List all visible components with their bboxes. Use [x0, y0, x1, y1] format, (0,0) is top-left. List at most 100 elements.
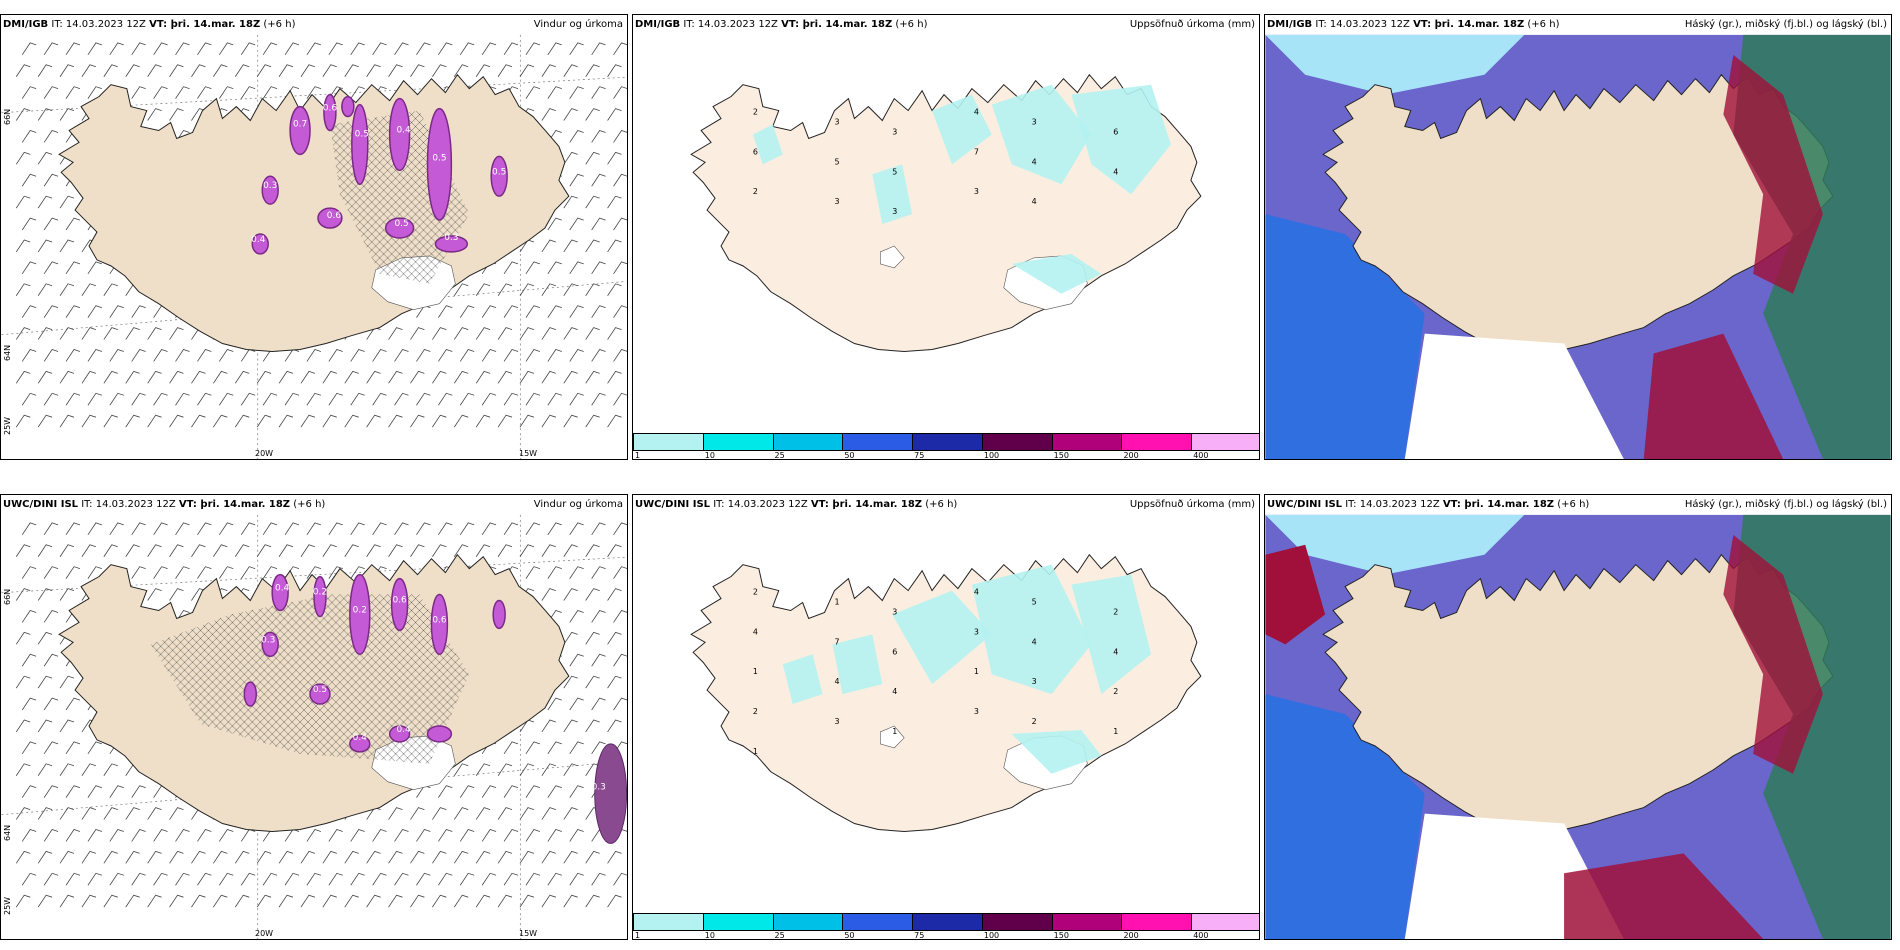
- wind-barb: [438, 349, 453, 362]
- map-canvas: 0.7 0.6 0.5 0.4 0.5 0.3 0.6 0.5 0.3 0.4 0.5: [1, 34, 627, 459]
- precip-area: [892, 590, 992, 685]
- precip-amount-label: 4: [753, 627, 758, 636]
- precip-area: [752, 124, 783, 165]
- wind-barb: [169, 108, 184, 121]
- wind-barb: [591, 872, 606, 886]
- wind-barb: [525, 261, 541, 275]
- wind-barb: [234, 64, 250, 77]
- wind-barb: [366, 544, 381, 557]
- wind-barb: [109, 349, 124, 362]
- legend-swatch: [1191, 433, 1259, 451]
- wind-barb: [306, 349, 322, 362]
- wind-barb: [81, 370, 97, 384]
- wind-barb: [37, 588, 53, 601]
- wind-barb: [284, 522, 300, 536]
- wind-barb: [175, 566, 190, 579]
- wind-barb: [475, 850, 491, 864]
- legend-label: 200: [1123, 451, 1139, 460]
- wind-barb: [262, 392, 278, 406]
- precip-amount-label: 4: [1032, 197, 1037, 206]
- wind-barb: [103, 414, 118, 428]
- wind-barb: [43, 522, 59, 536]
- wind-barb: [65, 522, 81, 536]
- wind-barb: [350, 566, 365, 579]
- wind-barb: [15, 719, 31, 733]
- wind-barb: [563, 195, 578, 209]
- legend-label: 1: [635, 931, 641, 940]
- wind-barb: [328, 566, 343, 579]
- wind-barb: [388, 894, 403, 908]
- precip-area: [1071, 574, 1152, 695]
- wind-barb: [459, 305, 475, 318]
- precip-cell: [309, 683, 331, 705]
- wind-barb: [103, 850, 118, 864]
- panel-title: Háský (gr.), miðský (fj.bl.) og lágský (…: [1684, 19, 1887, 30]
- init-time: IT: 14.03.2023 12Z: [1315, 19, 1414, 30]
- wind-barb: [147, 850, 162, 864]
- wind-barb: [322, 544, 337, 557]
- latitude-tick: 66N: [3, 588, 12, 605]
- precip-cell: [426, 725, 453, 743]
- precip-amount-label: 6: [1113, 127, 1118, 136]
- wind-barb: [503, 261, 519, 275]
- wind-barb: [103, 763, 118, 776]
- wind-barb: [15, 544, 31, 557]
- map-panel-precip: DMI/IGB IT: 14.03.2023 12Z VT: þri. 14.m…: [632, 14, 1260, 460]
- wind-barb: [191, 414, 206, 428]
- wind-barb: [21, 130, 37, 143]
- wind-barb: [591, 86, 606, 99]
- wind-barb: [219, 566, 234, 579]
- wind-barb: [541, 64, 556, 77]
- wind-barb: [37, 894, 53, 908]
- wind-barb: [109, 785, 124, 798]
- wind-barb: [585, 850, 600, 864]
- wind-barb: [43, 261, 59, 275]
- wind-barb: [219, 829, 234, 842]
- wind-barb: [21, 349, 37, 362]
- wind-barb: [322, 370, 337, 384]
- wind-barb: [416, 349, 431, 362]
- wind-barb: [525, 522, 541, 536]
- wind-barb: [453, 283, 469, 296]
- wind-barb: [591, 697, 606, 711]
- wind-barb: [585, 283, 600, 296]
- wind-barb: [591, 217, 606, 231]
- wind-barb: [284, 349, 300, 362]
- wind-barb: [563, 64, 578, 77]
- precip-area: [932, 94, 992, 165]
- map-canvas: [1265, 34, 1891, 459]
- wind-barb: [410, 414, 425, 428]
- wind-barb: [306, 522, 322, 536]
- precip-value-label: 0.3: [592, 783, 606, 793]
- wind-barb: [541, 588, 556, 601]
- wind-barb: [607, 108, 622, 121]
- wind-barb: [15, 807, 31, 820]
- panel-header: DMI/IGB IT: 14.03.2023 12Z VT: þri. 14.m…: [1, 15, 627, 35]
- wind-barb: [37, 719, 53, 733]
- wind-barb: [43, 566, 59, 579]
- cloud-red-field: [1643, 333, 1784, 459]
- wind-barb: [547, 392, 562, 406]
- wind-barb: [453, 763, 469, 776]
- wind-barb: [109, 522, 124, 536]
- wind-barb: [109, 872, 124, 886]
- legend-label: 50: [844, 451, 855, 460]
- valid-time: VT: þri. 14.mar. 18Z: [178, 499, 291, 510]
- wind-barb: [15, 631, 31, 645]
- wind-barb: [109, 42, 124, 56]
- wind-barb: [410, 64, 425, 77]
- wind-barb: [585, 588, 600, 601]
- wind-barb: [300, 894, 316, 908]
- wind-barb: [569, 173, 584, 187]
- wind-barb: [503, 872, 519, 886]
- precip-legend: 1 10 25 50 75 100 150 200 400: [633, 433, 1259, 460]
- wind-barb: [481, 785, 497, 798]
- wind-barb: [591, 261, 606, 275]
- wind-barb: [169, 64, 184, 77]
- wind-barb: [503, 522, 519, 536]
- latitude-tick: 25W: [3, 416, 12, 435]
- wind-barb: [213, 850, 228, 864]
- wind-barb: [547, 741, 562, 755]
- precip-area: [991, 84, 1092, 185]
- wind-barb: [432, 807, 447, 820]
